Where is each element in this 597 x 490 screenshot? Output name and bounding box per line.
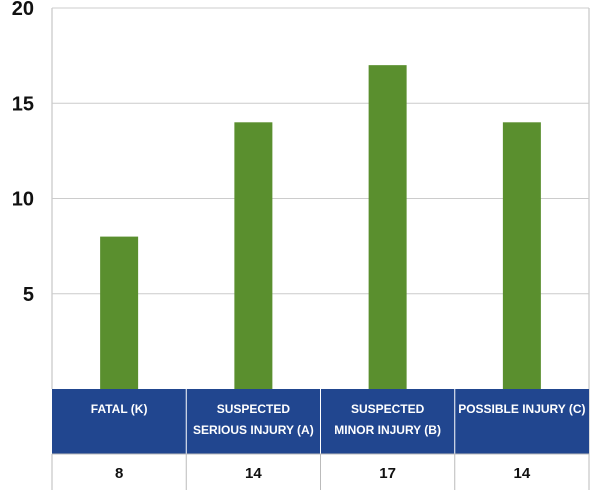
- category-label-2-line-1: SUSPECTED: [217, 402, 291, 416]
- y-tick-label-10: 10: [12, 189, 34, 211]
- category-table: FATAL (K) SUSPECTED SERIOUS INJURY (A) SUSP…: [52, 389, 589, 490]
- y-tick-label-15: 15: [12, 93, 34, 115]
- bar-2: [234, 122, 273, 390]
- bar-4: [502, 122, 541, 390]
- data-label-2: 14: [245, 465, 262, 482]
- data-label-3: 17: [379, 465, 396, 482]
- grid-lines: [51, 7, 590, 490]
- category-label-4-line-1: POSSIBLE INJURY (C): [458, 402, 585, 416]
- y-tick-label-20: 20: [12, 0, 34, 20]
- bars: [100, 65, 541, 390]
- category-label-3-line-1: SUSPECTED: [351, 402, 425, 416]
- data-label-1: 8: [115, 465, 123, 482]
- bar-3: [368, 65, 407, 390]
- value-row: 8 14 17 14: [51, 453, 589, 490]
- bar-1: [100, 236, 139, 389]
- data-label-4: 14: [514, 465, 531, 482]
- category-label-1-line-1: FATAL (K): [91, 402, 148, 416]
- category-label-3-line-2: MINOR INJURY (B): [334, 423, 441, 437]
- y-axis-tick-labels: 5 10 15 20: [12, 0, 34, 306]
- category-label-2-line-2: SERIOUS INJURY (A): [193, 423, 314, 437]
- y-tick-label-5: 5: [23, 284, 34, 306]
